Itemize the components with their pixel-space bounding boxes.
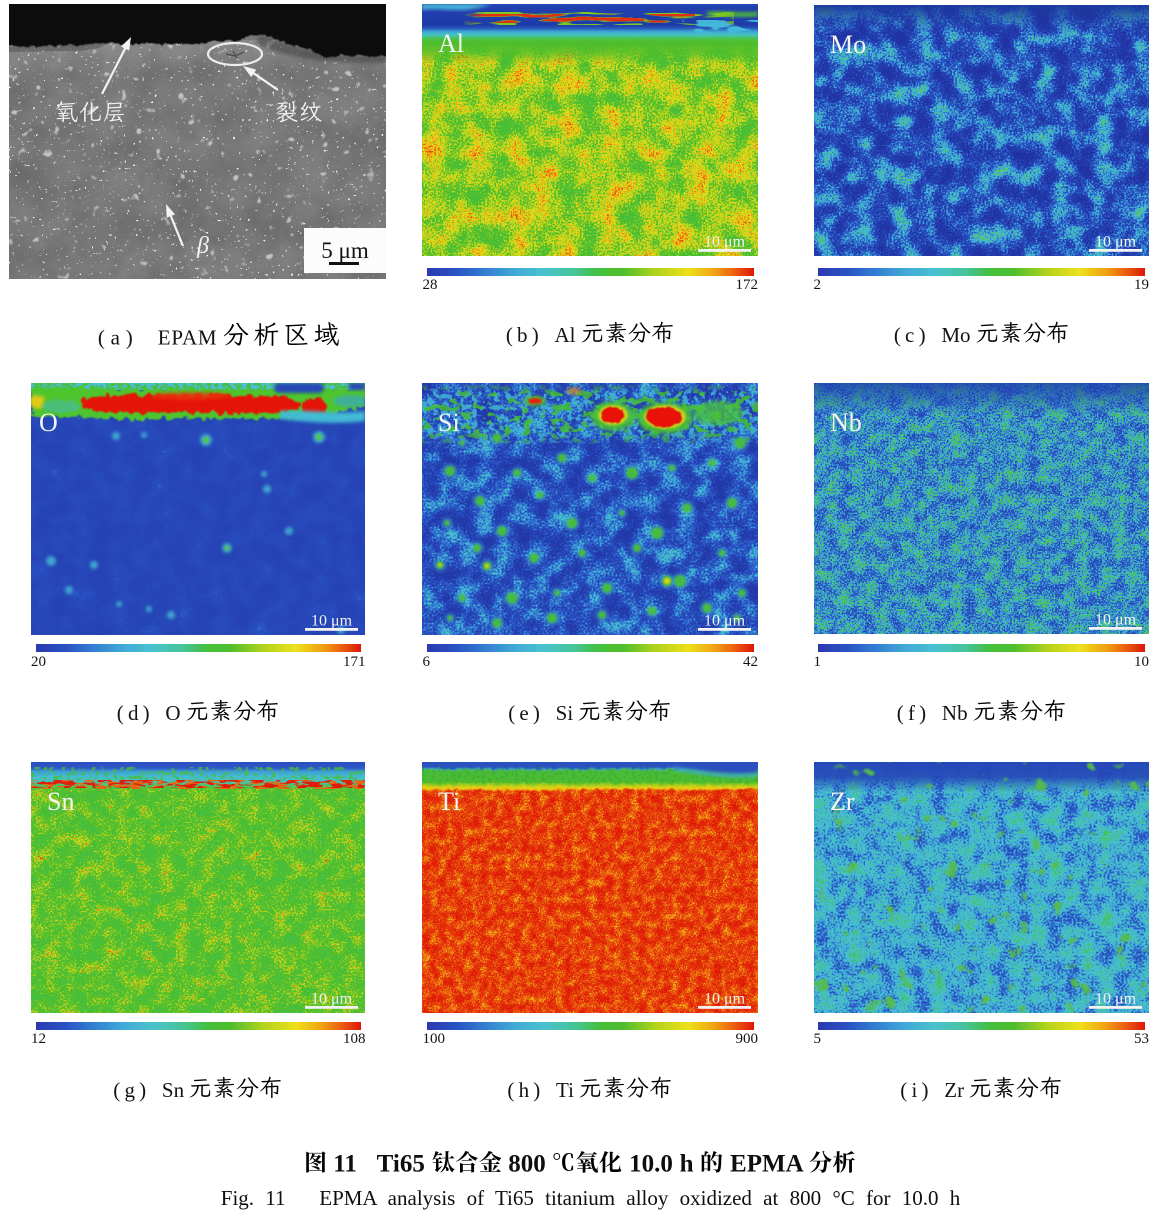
svg-text:5 μm: 5 μm xyxy=(321,238,369,263)
svg-text:Zr: Zr xyxy=(830,787,855,816)
svg-text:Al: Al xyxy=(438,29,464,58)
svg-text:Sn: Sn xyxy=(47,787,74,816)
svg-text:10 μm: 10 μm xyxy=(704,991,746,1008)
svg-text:Si: Si xyxy=(438,408,460,437)
svg-text:Mo: Mo xyxy=(830,30,866,59)
svg-text:Nb: Nb xyxy=(830,408,862,437)
svg-text:10 μm: 10 μm xyxy=(1095,234,1137,251)
svg-text:10 μm: 10 μm xyxy=(704,613,746,630)
svg-text:Ti: Ti xyxy=(438,787,460,816)
svg-text:10 μm: 10 μm xyxy=(704,234,746,251)
svg-text:10 μm: 10 μm xyxy=(1095,991,1137,1008)
svg-text:10 μm: 10 μm xyxy=(1095,612,1137,629)
svg-text:10 μm: 10 μm xyxy=(311,613,353,630)
svg-text:β: β xyxy=(196,233,209,259)
svg-text:10 μm: 10 μm xyxy=(311,991,353,1008)
svg-text:O: O xyxy=(39,408,58,437)
